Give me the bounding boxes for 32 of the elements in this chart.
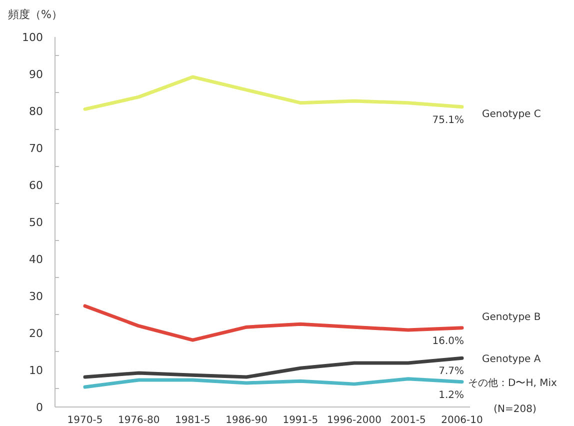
y-tick-label: 60 (29, 179, 43, 192)
y-tick-label: 80 (29, 105, 43, 118)
x-tick-label: 1991-5 (282, 415, 318, 426)
line-series (83, 75, 464, 111)
line-series (83, 377, 464, 389)
text: (N=208) (494, 404, 536, 415)
y-tick-label: 0 (36, 401, 43, 414)
x-tick-label: 1996-2000 (327, 415, 382, 426)
y-axis-title: 頻度（%） (8, 8, 62, 21)
y-tick-label: 50 (29, 216, 43, 229)
y-tick-label: 70 (29, 142, 43, 155)
y-tick-label: 90 (29, 68, 43, 81)
annotation: 1.2% (438, 390, 464, 401)
annotation: 7.7% (438, 366, 464, 378)
x-tick-label: 1986-90 (226, 415, 268, 426)
annotation: 75.1% (432, 114, 464, 126)
series-label: その他：D〜H, Mix (468, 376, 557, 389)
y-tick-label: 30 (29, 290, 43, 303)
annotation: 16.0% (432, 336, 464, 347)
text: Genotype C (482, 108, 541, 120)
line-series (83, 356, 464, 379)
x-tick-label: 1981-5 (175, 415, 210, 426)
text: Genotype B (482, 312, 541, 323)
y-tick-label: 100 (22, 31, 43, 44)
x-tick-label: 1976-80 (118, 415, 160, 426)
y-tick-label: 10 (29, 364, 43, 377)
x-tick-label: 2001-5 (390, 415, 426, 426)
y-tick-label: 40 (29, 253, 43, 266)
y-tick-label: 20 (29, 327, 43, 340)
text: Genotype A (482, 354, 541, 366)
x-tick-label: 1970-5 (67, 415, 103, 426)
x-tick-label: 2006-10 (441, 415, 483, 426)
